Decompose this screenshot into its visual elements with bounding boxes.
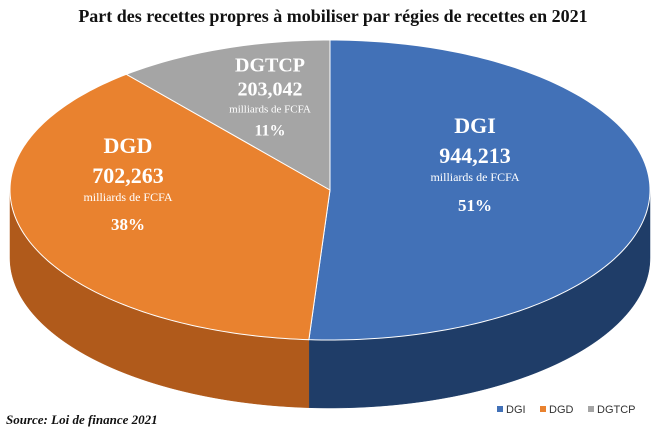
slice-name: DGI: [454, 113, 496, 138]
slice-value: 203,042: [238, 79, 303, 101]
slice-percent: 11%: [254, 123, 285, 140]
slice-name: DGD: [104, 133, 153, 158]
slice: [9, 73, 331, 341]
legend-label: DGI: [506, 404, 526, 416]
slice-name: DGTCP: [235, 55, 305, 77]
legend-label: DGTCP: [597, 404, 636, 416]
legend-label: DGD: [549, 404, 574, 416]
source: Source: Loi de finance 2021: [6, 412, 158, 427]
slice-percent: 38%: [111, 215, 145, 234]
legend-swatch: [497, 406, 503, 412]
legend-swatch: [540, 406, 546, 412]
slice: [125, 39, 331, 191]
slice-unit: milliards de FCFA: [83, 190, 172, 204]
slice-percent: 51%: [458, 196, 492, 215]
slice: [308, 39, 651, 341]
slice-unit: milliards de FCFA: [229, 104, 311, 116]
slice-value: 944,213: [439, 143, 511, 168]
chart-title: Part des recettes propres à mobiliser pa…: [78, 6, 587, 26]
slice-unit: milliards de FCFA: [430, 170, 519, 184]
slice-value: 702,263: [92, 163, 164, 188]
legend-swatch: [588, 406, 594, 412]
